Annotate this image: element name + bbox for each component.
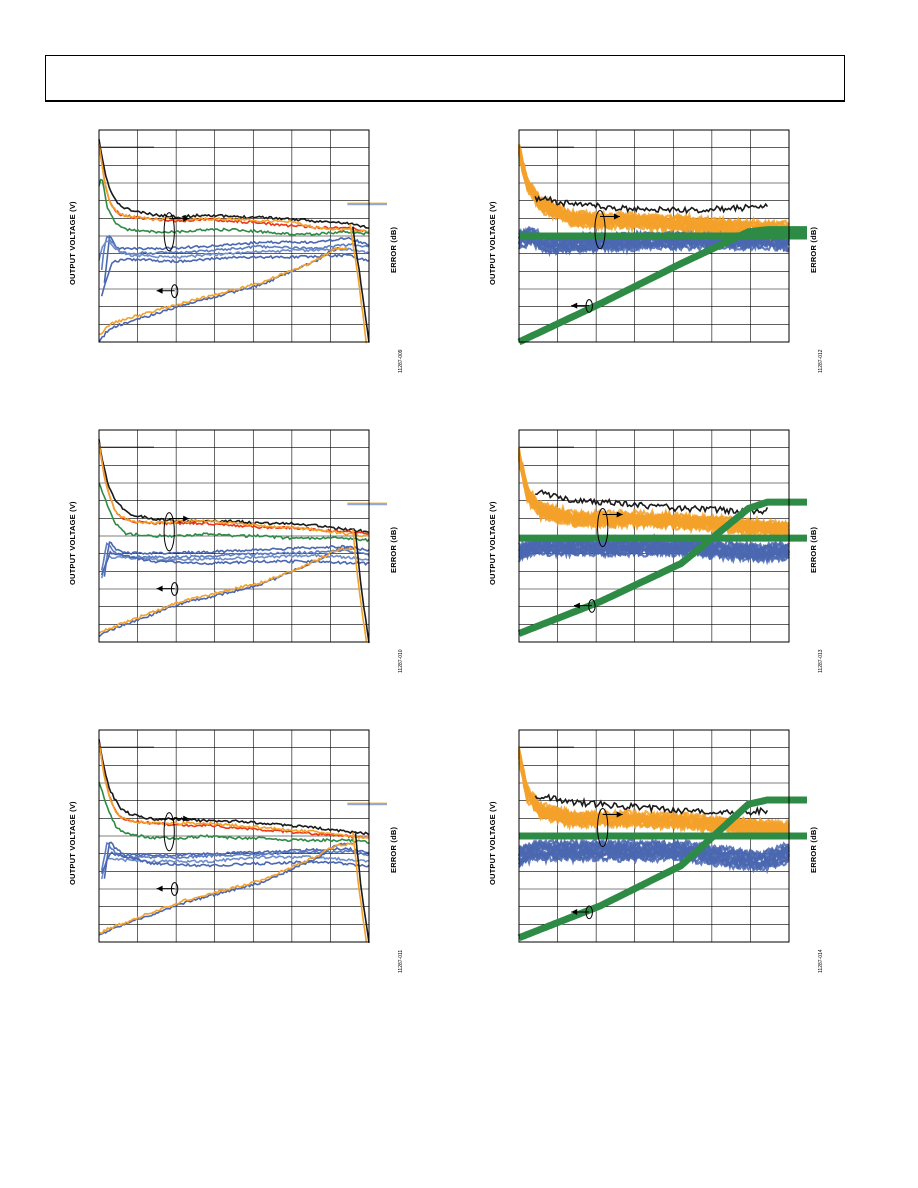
- annotation-arrow-head: [571, 302, 578, 309]
- annotation-ellipse-0: [163, 512, 175, 552]
- series-line-2: [534, 793, 769, 817]
- series-band-0: [518, 851, 790, 875]
- series-line-9: [98, 842, 354, 934]
- y-axis-label: OUTPUT VOLTAGE (V): [68, 801, 77, 885]
- series-line-8: [98, 246, 348, 343]
- chart-p6: [517, 729, 807, 943]
- figure-id: 11287-013: [818, 649, 824, 673]
- annotation-arrow-head: [156, 287, 163, 294]
- plot-frame: [98, 129, 370, 343]
- series-line-3: [98, 482, 370, 543]
- series-line-1: [98, 442, 370, 536]
- chart-p1: [98, 129, 387, 344]
- y2-axis-label: ERROR (dB): [389, 526, 398, 573]
- figure-id: 11287-014: [818, 949, 824, 973]
- series-line-4: [517, 226, 789, 346]
- annotation-arrow-head: [616, 511, 623, 518]
- annotation-ellipse-0: [163, 212, 175, 252]
- plot-frame: [98, 729, 370, 943]
- series-line-6: [98, 240, 370, 261]
- y2-axis-label: ERROR (dB): [389, 826, 398, 873]
- grid: [99, 130, 369, 342]
- annotation-ellipse-0: [163, 812, 175, 852]
- chart-p3: [98, 429, 387, 644]
- series-line-10: [354, 833, 370, 944]
- chart-p4: [517, 429, 807, 643]
- figure-id: 11287-010: [398, 649, 404, 673]
- plot-frame: [518, 429, 790, 643]
- y-axis-label: OUTPUT VOLTAGE (V): [488, 801, 497, 885]
- plot-frame: [518, 729, 790, 943]
- chart-panel-p4: OUTPUT VOLTAGE (V) ERROR (dB) 11287-013: [482, 425, 842, 685]
- annotation-arrow-head: [571, 908, 578, 915]
- chart-panel-p3: OUTPUT VOLTAGE (V) ERROR (dB) 11287-010: [62, 425, 422, 685]
- chart-p2: [517, 129, 807, 346]
- series-line-4: [517, 498, 789, 637]
- plot-frame: [98, 429, 370, 643]
- series-line-8: [98, 842, 354, 936]
- series-line-9: [98, 246, 348, 336]
- series-line-2: [98, 442, 370, 538]
- series-line-4: [103, 541, 370, 577]
- series-line-10: [352, 226, 370, 343]
- series-line-4: [517, 796, 789, 942]
- y-axis-label: OUTPUT VOLTAGE (V): [68, 501, 77, 585]
- series-band-0: [517, 238, 790, 256]
- y2-axis-label: ERROR (dB): [389, 226, 398, 273]
- series-line-2: [98, 143, 370, 234]
- series-line-0: [98, 739, 370, 836]
- series-band-0: [518, 544, 790, 565]
- series-line-0: [98, 139, 370, 229]
- series-line-10: [354, 532, 370, 644]
- series-line-5: [100, 842, 370, 871]
- series-line-11: [349, 223, 368, 344]
- series-line-3: [98, 178, 370, 237]
- y2-axis-label: ERROR (dB): [809, 826, 818, 873]
- series-line-3: [98, 781, 370, 844]
- series-line-2: [98, 743, 370, 840]
- annotation-arrow-head: [183, 215, 190, 222]
- y2-axis-label: ERROR (dB): [809, 526, 818, 573]
- series-line-5: [100, 542, 370, 571]
- chart-p5: [98, 729, 387, 944]
- series-line-7: [100, 550, 370, 576]
- figure-id: 11287-011: [398, 949, 404, 973]
- series-line-2: [535, 489, 769, 516]
- y-axis-label: OUTPUT VOLTAGE (V): [68, 201, 77, 285]
- annotation-arrow-head: [183, 515, 190, 522]
- y-axis-label: OUTPUT VOLTAGE (V): [488, 201, 497, 285]
- y2-axis-label: ERROR (dB): [809, 226, 818, 273]
- annotation-arrow-head: [616, 811, 623, 818]
- page-header-box: [45, 55, 845, 102]
- figure-id: 11287-009: [398, 349, 404, 373]
- plot-frame: [518, 129, 790, 343]
- annotation-ellipse-0: [594, 210, 606, 250]
- chart-panel-p5: OUTPUT VOLTAGE (V) ERROR (dB) 11287-011: [62, 725, 422, 985]
- series-line-11: [352, 529, 368, 642]
- annotation-arrow-head: [183, 815, 190, 822]
- chart-panel-p2: OUTPUT VOLTAGE (V) ERROR (dB) 11287-012: [482, 125, 842, 385]
- annotation-arrow-head: [614, 213, 620, 220]
- series-line-7: [100, 851, 370, 874]
- y-axis-label: OUTPUT VOLTAGE (V): [488, 501, 497, 585]
- annotation-ellipse-0: [597, 507, 609, 548]
- annotation-ellipse-0: [597, 807, 609, 848]
- series-line-9: [98, 547, 354, 635]
- series-line-11: [352, 832, 368, 942]
- series-band-0: [517, 545, 790, 566]
- annotation-arrow-head: [156, 585, 163, 592]
- figure-id: 11287-012: [818, 349, 824, 373]
- chart-panel-p6: OUTPUT VOLTAGE (V) ERROR (dB) 11287-014: [482, 725, 842, 985]
- series-line-4: [103, 234, 370, 283]
- series-line-5: [100, 236, 370, 270]
- annotation-arrow-head: [573, 602, 580, 609]
- chart-panel-p1: OUTPUT VOLTAGE (V) ERROR (dB) 11287-009: [62, 125, 422, 385]
- series-line-6: [100, 855, 369, 880]
- annotation-arrow-head: [156, 885, 163, 892]
- series-line-2: [534, 195, 769, 215]
- series-band-1: [517, 460, 791, 541]
